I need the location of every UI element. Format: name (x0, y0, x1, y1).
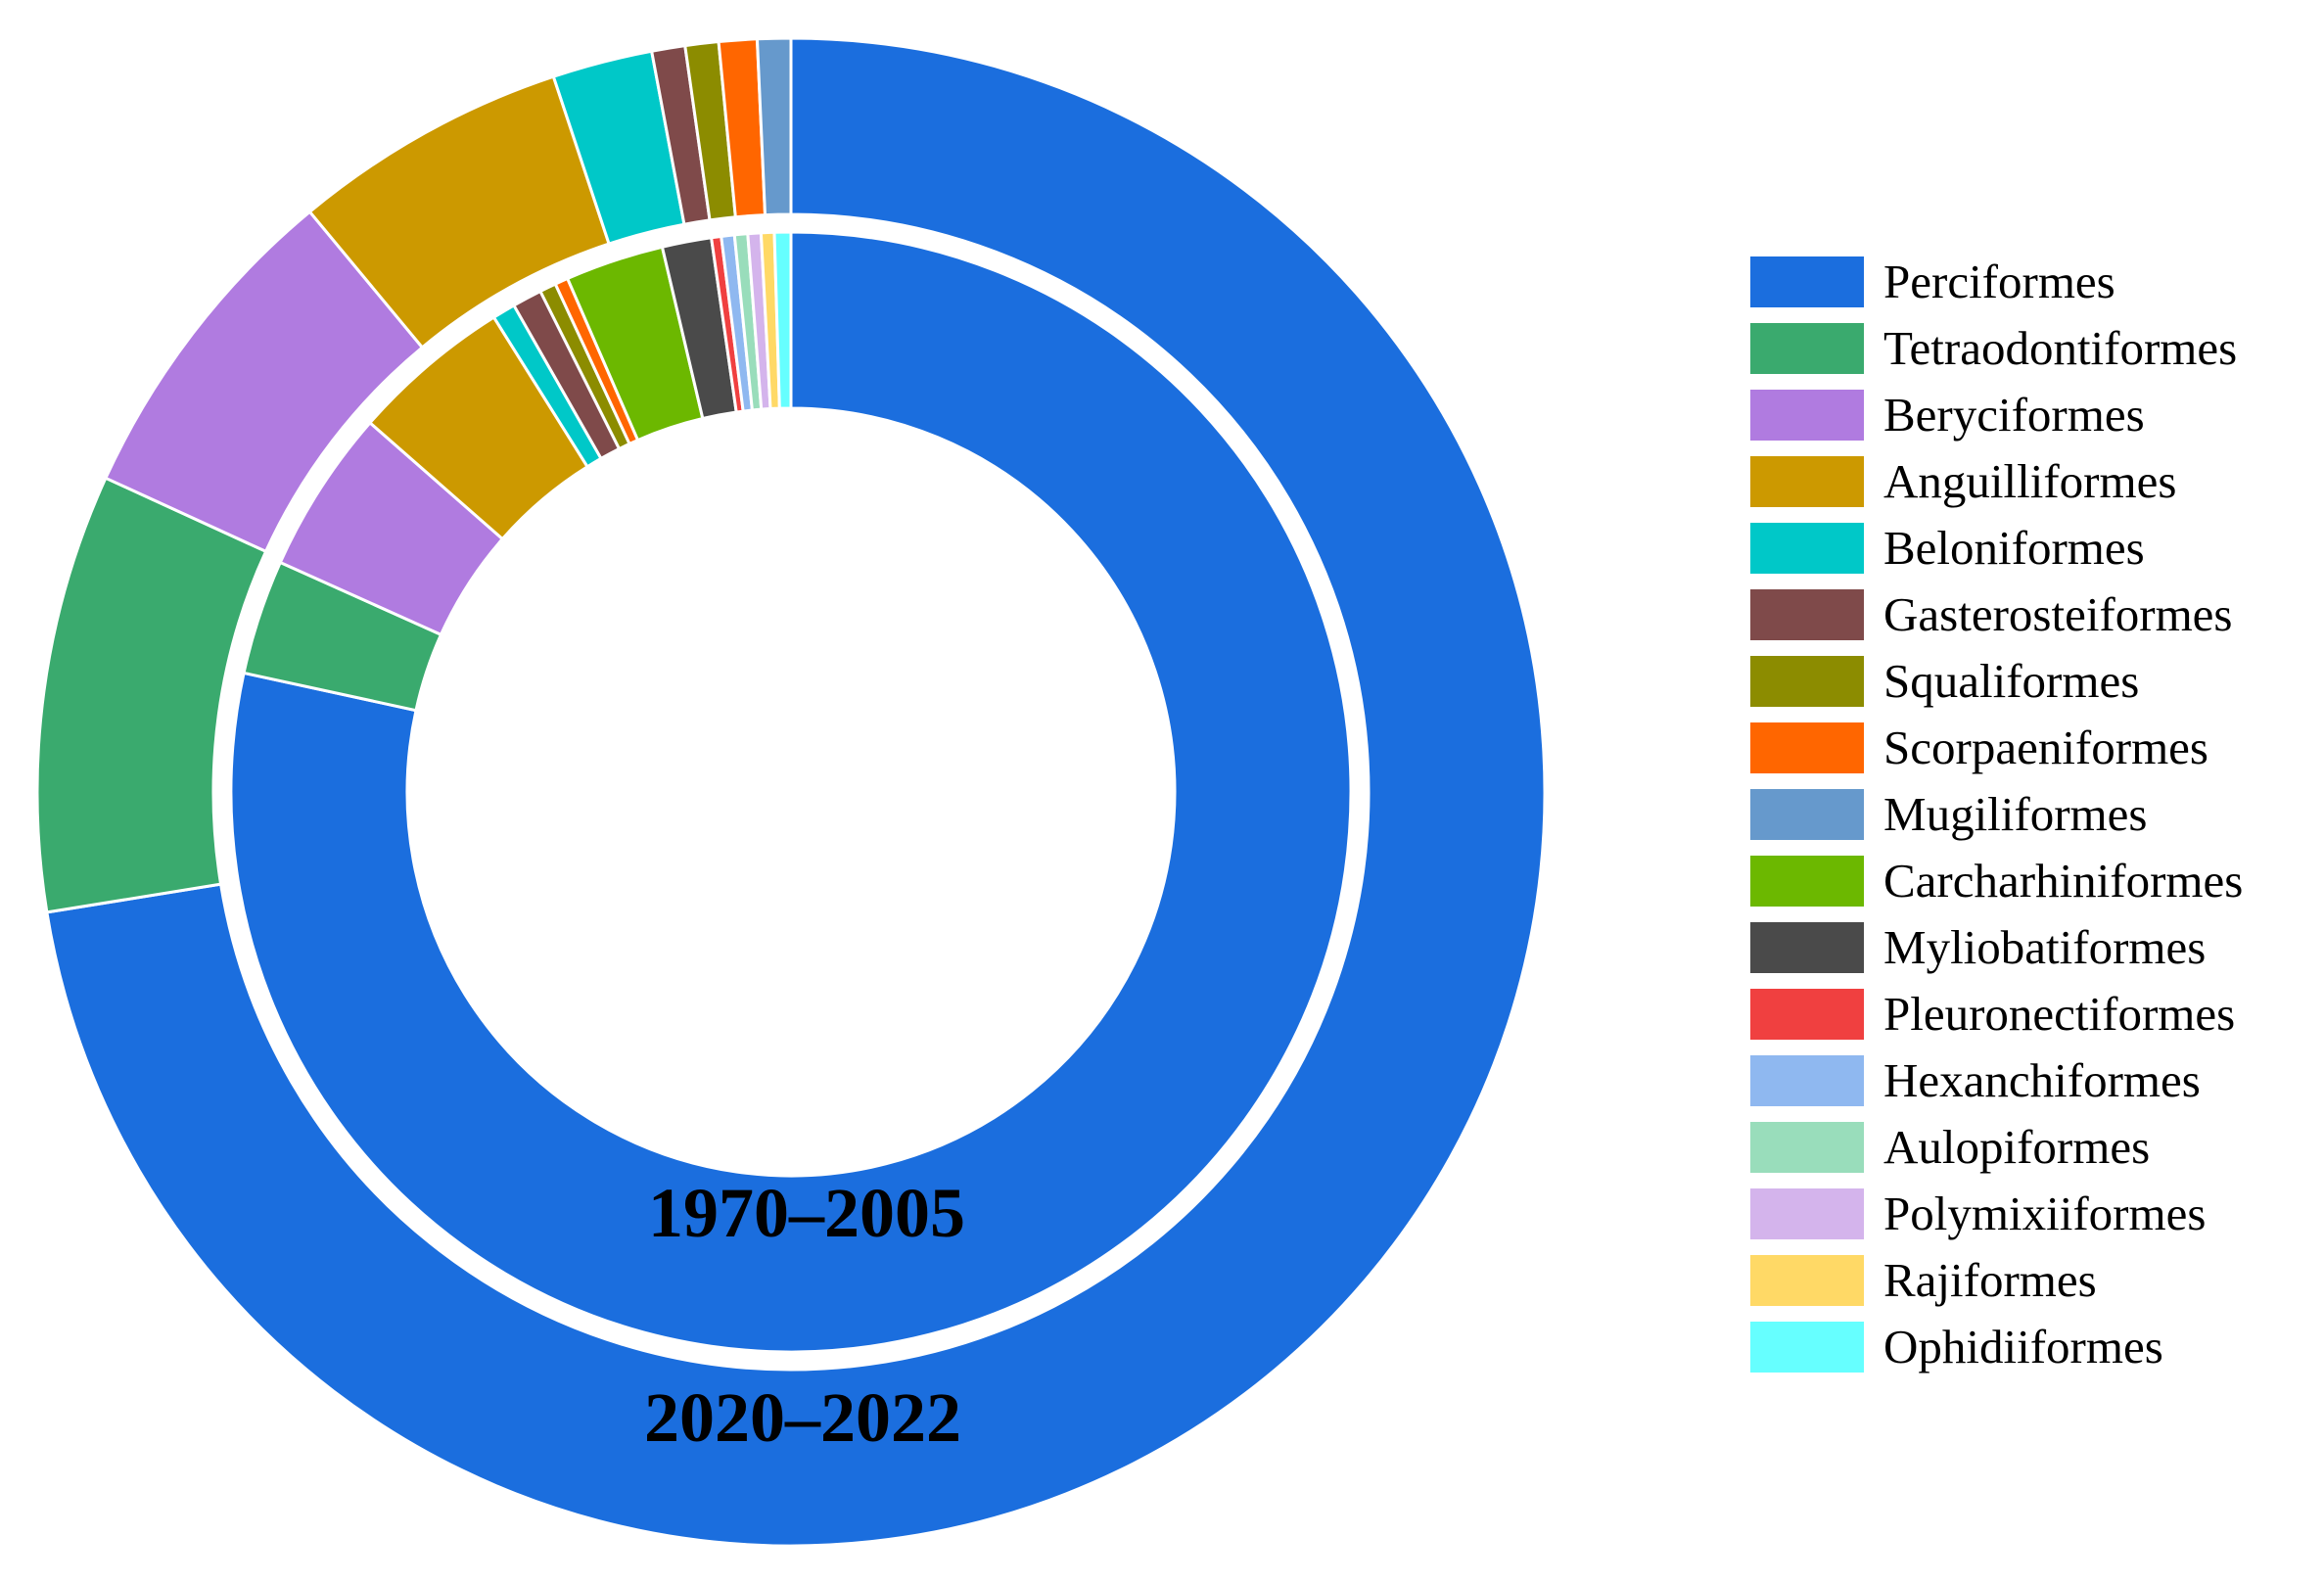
slice-outer-tetraodontiformes (35, 476, 268, 914)
legend-swatch (1750, 856, 1864, 907)
legend-item-hexanchiformes: Hexanchiformes (1750, 1053, 2201, 1107)
legend-label: Pleuronectiformes (1883, 987, 2235, 1041)
legend-swatch (1750, 256, 1864, 307)
legend-swatch (1750, 656, 1864, 707)
legend-item-scorpaeniformes: Scorpaeniformes (1750, 721, 2208, 774)
legend-swatch (1750, 722, 1864, 773)
legend-swatch (1750, 922, 1864, 973)
legend-swatch (1750, 989, 1864, 1040)
legend-label: Hexanchiformes (1883, 1053, 2201, 1107)
legend: Perciformes Tetraodontiformes Beryciformes… (1750, 255, 2243, 1373)
legend-item-anguilliformes: Anguilliformes (1750, 454, 2176, 508)
slice-outer-mugiliformes (755, 36, 793, 217)
legend-item-mugiliformes: Mugiliformes (1750, 787, 2147, 841)
legend-swatch (1750, 1188, 1864, 1239)
legend-label: Mugiliformes (1883, 787, 2147, 841)
legend-label: Aulopiformes (1883, 1120, 2150, 1174)
legend-swatch (1750, 789, 1864, 840)
legend-item-gasterosteiformes: Gasterosteiformes (1750, 587, 2233, 641)
slice-inner-perciformes (229, 230, 1353, 1354)
legend-label: Gasterosteiformes (1883, 587, 2233, 641)
legend-item-myliobatiformes: Myliobatiformes (1750, 920, 2206, 974)
inner-ring-label: 1970–2005 (648, 1174, 965, 1252)
legend-label: Anguilliformes (1883, 454, 2176, 508)
legend-label: Ophidiiformes (1883, 1320, 2163, 1373)
legend-label: Scorpaeniformes (1883, 721, 2208, 774)
slice-outer-perciformes (45, 36, 1547, 1548)
legend-item-rajiformes: Rajiformes (1750, 1253, 2097, 1307)
legend-swatch (1750, 1055, 1864, 1106)
legend-item-tetraodontiformes: Tetraodontiformes (1750, 321, 2237, 375)
legend-label: Rajiformes (1883, 1253, 2097, 1307)
legend-label: Beryciformes (1883, 388, 2145, 442)
legend-item-aulopiformes: Aulopiformes (1750, 1120, 2150, 1174)
legend-item-beloniformes: Beloniformes (1750, 521, 2145, 575)
legend-label: Carcharhiniformes (1883, 854, 2243, 908)
legend-label: Myliobatiformes (1883, 920, 2206, 974)
legend-swatch (1750, 1122, 1864, 1173)
legend-item-squaliformes: Squaliformes (1750, 654, 2139, 708)
outer-ring-2020-2022 (35, 36, 1547, 1548)
legend-swatch (1750, 523, 1864, 574)
legend-label: Beloniformes (1883, 521, 2145, 575)
slice-inner-ophidiiformes (772, 230, 793, 410)
legend-item-polymixiiformes: Polymixiiformes (1750, 1187, 2206, 1240)
legend-label: Tetraodontiformes (1883, 321, 2237, 375)
legend-label: Squaliformes (1883, 654, 2139, 708)
legend-item-ophidiiformes: Ophidiiformes (1750, 1320, 2163, 1373)
inner-ring-1970-2005 (229, 230, 1353, 1354)
legend-swatch (1750, 456, 1864, 507)
outer-ring-label: 2020–2022 (644, 1378, 961, 1457)
legend-label: Polymixiiformes (1883, 1187, 2206, 1240)
legend-label: Perciformes (1883, 255, 2115, 308)
legend-swatch (1750, 390, 1864, 441)
legend-item-beryciformes: Beryciformes (1750, 388, 2145, 442)
legend-swatch (1750, 1255, 1864, 1306)
legend-item-carcharhiniformes: Carcharhiniformes (1750, 854, 2243, 908)
legend-swatch (1750, 323, 1864, 374)
legend-item-perciformes: Perciformes (1750, 255, 2115, 308)
legend-swatch (1750, 589, 1864, 640)
legend-item-pleuronectiformes: Pleuronectiformes (1750, 987, 2235, 1041)
legend-swatch (1750, 1322, 1864, 1373)
